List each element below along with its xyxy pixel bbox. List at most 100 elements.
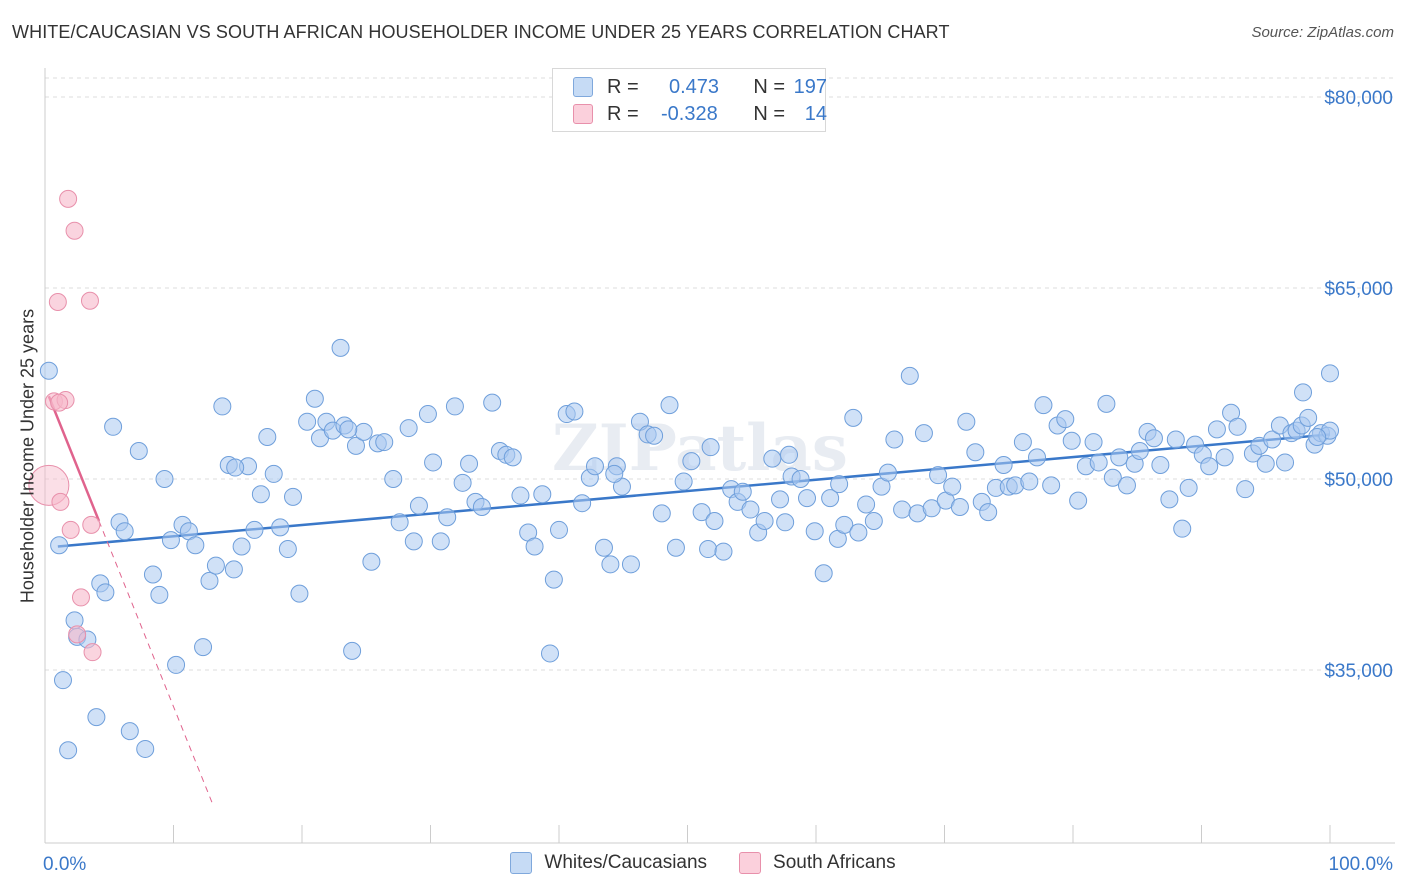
point-whites <box>460 454 479 473</box>
point-whites <box>1160 490 1179 509</box>
point-whites <box>1236 480 1255 499</box>
legend-n-label: N = <box>753 75 785 98</box>
point-whites <box>258 427 277 446</box>
point-whites <box>390 513 409 532</box>
point-whites <box>200 571 219 590</box>
point-whites <box>284 487 303 506</box>
point-whites <box>533 485 552 504</box>
point-whites <box>1034 396 1053 415</box>
point-whites <box>87 708 106 727</box>
point-whites <box>682 452 701 471</box>
point-whites <box>224 560 243 579</box>
point-whites <box>893 500 912 519</box>
point-whites <box>755 512 774 531</box>
x-tick-label: 0.0% <box>43 854 86 875</box>
y-tick-label: $80,000 <box>1324 88 1393 109</box>
legend-swatch-south-africans <box>739 852 762 874</box>
point-south-africans <box>59 189 78 208</box>
point-whites <box>857 495 876 514</box>
point-whites <box>621 555 640 574</box>
legend-r-label: R = <box>607 75 639 98</box>
point-whites <box>979 503 998 522</box>
point-whites <box>1144 429 1163 448</box>
point-whites <box>143 565 162 584</box>
point-whites <box>1228 417 1247 436</box>
point-whites <box>701 438 720 457</box>
point-whites <box>1294 383 1313 402</box>
correlation-legend: R = 0.473 N = 197 R = -0.328 N = 14 <box>552 68 827 132</box>
point-whites <box>791 470 810 488</box>
point-south-africans <box>71 588 90 607</box>
point-whites <box>1207 420 1226 439</box>
point-whites <box>483 393 502 412</box>
point-whites <box>733 482 752 501</box>
point-whites <box>251 485 270 504</box>
point-whites <box>104 417 123 436</box>
legend-item-south-africans: South Africans <box>739 852 896 874</box>
legend-r-label: R = <box>607 102 639 125</box>
point-whites <box>771 490 790 509</box>
point-whites <box>53 671 72 690</box>
legend-r-value: 0.473 <box>669 75 720 98</box>
point-whites <box>1179 478 1198 497</box>
legend-row-whites: R = 0.473 N = 197 <box>573 75 827 99</box>
y-axis-label: Householder Income Under 25 years <box>17 308 38 604</box>
point-whites <box>1166 430 1185 449</box>
point-whites <box>605 464 624 483</box>
point-whites <box>445 397 464 416</box>
point-whites <box>50 536 69 555</box>
point-whites <box>1276 453 1295 472</box>
point-whites <box>1130 441 1149 460</box>
point-south-africans <box>82 515 101 534</box>
point-whites <box>511 486 530 505</box>
point-whites <box>1062 431 1081 450</box>
point-south-africans <box>68 625 87 644</box>
point-whites <box>573 494 592 513</box>
point-whites <box>674 472 693 491</box>
point-whites <box>922 499 941 518</box>
legend-swatch-whites <box>510 852 533 874</box>
point-whites <box>375 433 394 452</box>
point-whites <box>1084 433 1103 452</box>
point-whites <box>1020 472 1039 491</box>
point-whites <box>929 466 948 485</box>
point-whites <box>943 477 962 496</box>
point-whites <box>835 515 854 534</box>
point-south-africans <box>80 291 99 310</box>
point-whites <box>714 542 733 561</box>
point-whites <box>453 473 472 492</box>
data-points <box>28 189 1339 760</box>
point-whites <box>645 426 664 445</box>
point-whites <box>525 537 544 556</box>
point-whites <box>1151 455 1170 474</box>
legend-swatch-south-africans <box>573 104 593 124</box>
point-whites <box>129 441 148 460</box>
point-whites <box>1200 457 1219 476</box>
point-whites <box>776 513 795 532</box>
point-whites <box>271 518 290 537</box>
point-whites <box>331 338 350 357</box>
point-whites <box>39 361 58 380</box>
legend-n-label: N = <box>753 102 785 125</box>
legend-n-value: 197 <box>793 75 827 98</box>
point-whites <box>844 408 863 427</box>
grid-lines <box>45 77 1395 671</box>
point-whites <box>346 436 365 455</box>
point-whites <box>167 655 186 674</box>
source-label: Source: ZipAtlas.com <box>1251 24 1394 41</box>
point-whites <box>1069 491 1088 510</box>
point-south-africans <box>65 221 84 240</box>
point-whites <box>660 396 679 415</box>
point-whites <box>245 520 264 539</box>
point-whites <box>652 504 671 523</box>
legend-r-value: -0.328 <box>661 102 718 125</box>
point-whites <box>264 464 283 483</box>
point-whites <box>431 532 450 551</box>
legend-row-south-africans: R = -0.328 N = 14 <box>573 102 827 126</box>
point-whites <box>194 638 213 657</box>
point-whites <box>565 402 584 421</box>
legend-item-whites: Whites/Caucasians <box>510 852 707 874</box>
point-whites <box>472 498 491 517</box>
x-tick-labels: 0.0% 100.0% <box>43 854 1393 875</box>
